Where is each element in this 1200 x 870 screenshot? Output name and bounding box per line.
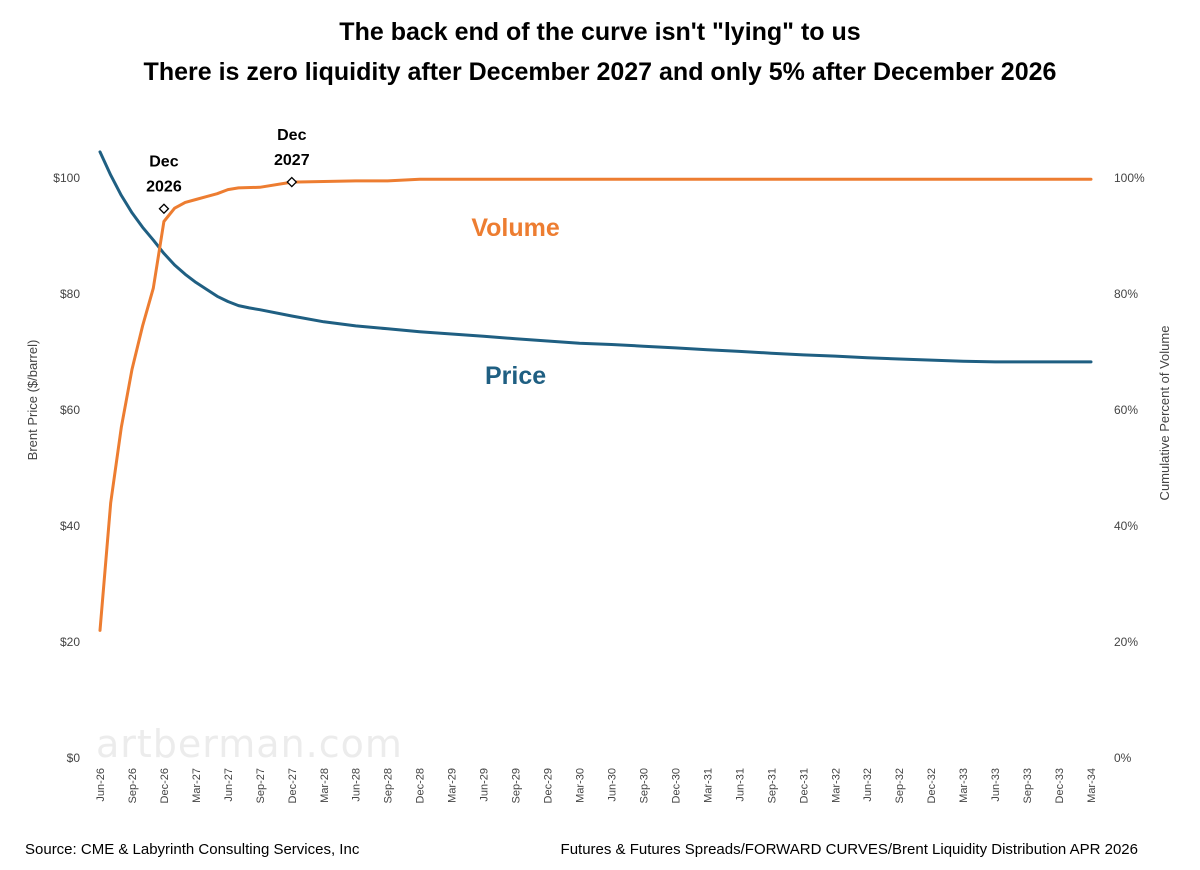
watermark: artberman.com bbox=[96, 722, 403, 766]
x-tick-label: Dec-33 bbox=[1054, 768, 1066, 803]
left-y-tick-label: $80 bbox=[60, 287, 80, 301]
x-tick-label: Sep-27 bbox=[255, 768, 267, 803]
x-tick-label: Jun-27 bbox=[223, 768, 235, 802]
volume-series-label: Volume bbox=[471, 214, 560, 242]
price-series-label: Price bbox=[485, 362, 546, 390]
price-series-line bbox=[98, 150, 1093, 364]
right-y-tick-label: 20% bbox=[1114, 635, 1138, 649]
x-tick-label: Sep-31 bbox=[766, 768, 778, 803]
x-tick-label: Sep-29 bbox=[511, 768, 523, 803]
x-tick-label: Jun-28 bbox=[351, 768, 363, 802]
right-y-tick-label: 40% bbox=[1114, 519, 1138, 533]
x-tick-label: Mar-33 bbox=[958, 768, 970, 803]
annotation-label: Dec bbox=[149, 154, 178, 171]
annotation-label: Dec bbox=[277, 127, 306, 144]
x-tick-label: Mar-34 bbox=[1086, 768, 1098, 803]
left-y-tick-label: $0 bbox=[67, 751, 81, 765]
chart-title-line-1: The back end of the curve isn't "lying" … bbox=[339, 18, 861, 46]
x-tick-label: Sep-28 bbox=[383, 768, 395, 803]
left-y-axis-label: Brent Price ($/barrel) bbox=[25, 340, 40, 461]
right-y-axis-label: Cumulative Percent of Volume bbox=[1157, 326, 1172, 501]
x-tick-label: Mar-30 bbox=[575, 768, 587, 803]
x-tick-label: Dec-27 bbox=[287, 768, 299, 803]
x-tick-label: Mar-28 bbox=[319, 768, 331, 803]
annotation-label: 2027 bbox=[274, 152, 310, 169]
x-tick-label: Dec-32 bbox=[926, 768, 938, 803]
chart-title-line-2: There is zero liquidity after December 2… bbox=[143, 58, 1057, 86]
x-tick-label: Mar-31 bbox=[702, 768, 714, 803]
left-y-tick-label: $100 bbox=[53, 171, 80, 185]
x-tick-label: Jun-33 bbox=[990, 768, 1002, 802]
right-y-tick-label: 0% bbox=[1114, 751, 1132, 765]
x-tick-label: Jun-31 bbox=[734, 768, 746, 802]
right-y-tick-label: 80% bbox=[1114, 287, 1138, 301]
annotation-marker bbox=[286, 176, 298, 188]
x-tick-label: Mar-29 bbox=[447, 768, 459, 803]
x-tick-label: Dec-28 bbox=[415, 768, 427, 803]
x-tick-label: Jun-29 bbox=[479, 768, 491, 802]
x-tick-label: Sep-26 bbox=[127, 768, 139, 803]
right-y-tick-label: 60% bbox=[1114, 403, 1138, 417]
x-tick-label: Dec-31 bbox=[798, 768, 810, 803]
left-y-tick-label: $40 bbox=[60, 519, 80, 533]
annotation-label: 2026 bbox=[146, 179, 182, 196]
x-tick-label: Sep-32 bbox=[894, 768, 906, 803]
x-tick-label: Jun-32 bbox=[862, 768, 874, 802]
x-tick-label: Dec-30 bbox=[670, 768, 682, 803]
x-tick-label: Dec-29 bbox=[543, 768, 555, 803]
x-tick-label: Sep-33 bbox=[1022, 768, 1034, 803]
left-y-tick-label: $20 bbox=[60, 635, 80, 649]
left-y-tick-label: $60 bbox=[60, 403, 80, 417]
x-tick-label: Dec-26 bbox=[159, 768, 171, 803]
x-tick-label: Sep-30 bbox=[638, 768, 650, 803]
annotation-marker bbox=[158, 203, 170, 215]
right-y-tick-label: 100% bbox=[1114, 171, 1145, 185]
x-tick-label: Jun-30 bbox=[606, 768, 618, 802]
x-tick-label: Mar-32 bbox=[830, 768, 842, 803]
data-path-note: Futures & Futures Spreads/FORWARD CURVES… bbox=[560, 841, 1138, 858]
x-tick-label: Mar-27 bbox=[191, 768, 203, 803]
volume-series-line bbox=[98, 177, 1093, 632]
source-note: Source: CME & Labyrinth Consulting Servi… bbox=[25, 841, 360, 858]
x-tick-label: Jun-26 bbox=[95, 768, 107, 802]
